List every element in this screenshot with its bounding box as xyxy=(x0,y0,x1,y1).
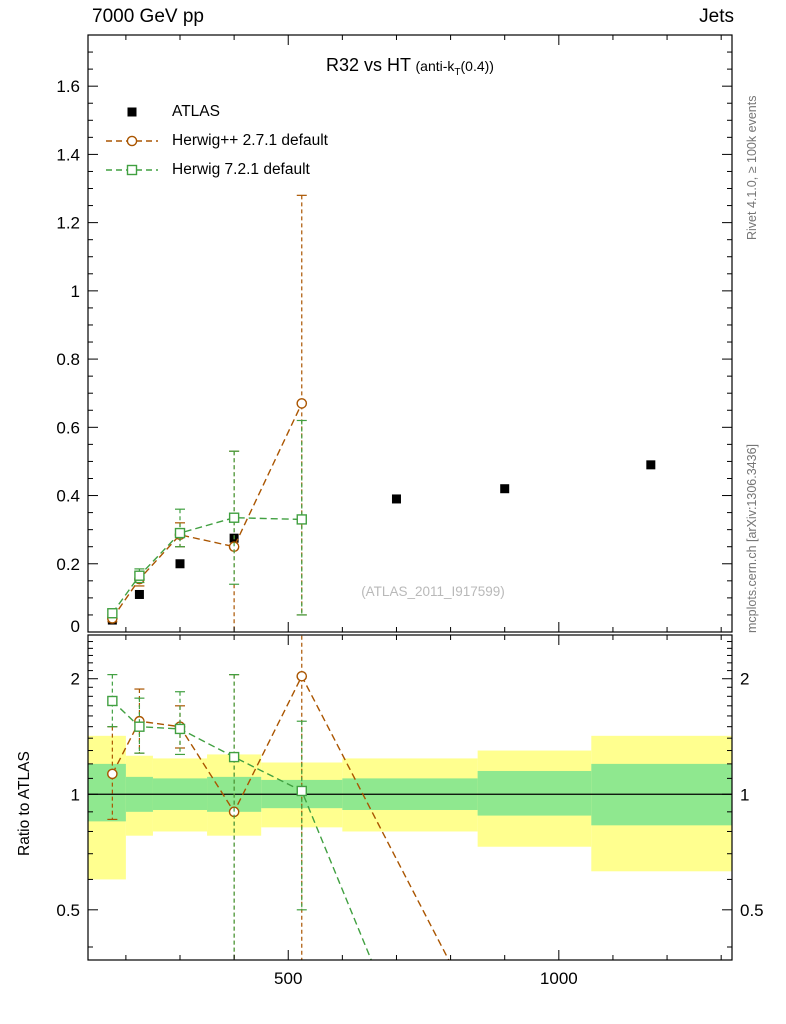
marker-square-open xyxy=(228,512,240,523)
rivet-version-label: Rivet 4.1.0, ≥ 100k events xyxy=(745,95,759,240)
marker-circle-open xyxy=(296,398,308,409)
marker-square-open xyxy=(174,527,186,539)
ratio-y-tick-label-right: 1 xyxy=(740,785,749,804)
legend-marker-herwigpp-icon xyxy=(106,135,158,146)
marker-square-filled xyxy=(134,589,144,599)
series-line xyxy=(111,674,450,960)
marker-square-open xyxy=(107,608,118,619)
series-line xyxy=(111,700,373,960)
ratio-frame xyxy=(87,634,733,961)
marker-circle-open xyxy=(107,768,118,780)
series-herwig-7-2-1-default xyxy=(107,674,373,960)
main-frame xyxy=(87,34,733,633)
marker-square-filled xyxy=(500,484,510,494)
ratio-uncertainty-bands xyxy=(88,735,732,880)
legend-marker-atlas-icon xyxy=(127,107,137,116)
series-atlas xyxy=(107,460,656,625)
legend-label-herwig7: Herwig 7.2.1 default xyxy=(172,160,310,178)
main-y-tick-label: 1.2 xyxy=(56,214,80,233)
marker-square-open xyxy=(107,695,118,707)
ratio-y-tick-label: 1 xyxy=(71,785,80,804)
plot-title-main: R32 vs HT xyxy=(326,55,412,75)
legend-label-atlas: ATLAS xyxy=(172,102,220,120)
marker-square-open xyxy=(174,723,186,735)
ratio-y-tick-label-right: 2 xyxy=(740,670,749,689)
main-y-tick-label: 0.6 xyxy=(56,418,80,437)
mcplots-credit-label: mcplots.cern.ch [arXiv:1306.3436] xyxy=(745,444,759,633)
series-herwig-7-2-1-default xyxy=(107,419,307,619)
legend-item-herwigpp: Herwig++ 2.7.1 default xyxy=(104,126,328,155)
series-herwig-2-7-1-default xyxy=(107,194,308,632)
process-label: Jets xyxy=(699,6,734,27)
plot-title-detail: (anti-kT(0.4)) xyxy=(415,58,494,78)
plot-title-subscript: T xyxy=(454,66,461,78)
marker-square-filled xyxy=(175,559,185,569)
main-y-tick-label: 1.4 xyxy=(56,145,80,164)
marker-circle-open xyxy=(296,670,308,682)
main-y-tick-label: 1 xyxy=(71,282,80,301)
plot-title: R32 vs HT (anti-kT(0.4)) xyxy=(88,55,732,78)
x-tick-label: 1000 xyxy=(540,969,578,988)
main-y-tick-label: 0.2 xyxy=(56,555,80,574)
analysis-watermark: (ATLAS_2011_I917599) xyxy=(361,584,505,599)
main-y-tick-label: 0.4 xyxy=(56,487,80,506)
marker-square-open xyxy=(296,514,307,525)
main-y-tick-label: 0.8 xyxy=(56,350,80,369)
beam-energy-label: 7000 GeV pp xyxy=(92,6,204,27)
marker-square-open xyxy=(134,721,145,732)
plot-title-paren-pre: (anti-k xyxy=(415,58,455,74)
legend-marker-herwig7-icon xyxy=(106,164,158,175)
ratio-y-tick-label: 0.5 xyxy=(56,901,80,920)
marker-square-open xyxy=(296,785,307,797)
legend-item-herwig7: Herwig 7.2.1 default xyxy=(104,155,328,184)
legend: ATLAS Herwig++ 2.7.1 default Herwig 7.2.… xyxy=(104,97,328,184)
main-y-tick-label: 0 xyxy=(71,617,80,636)
main-y-tick-label: 1.6 xyxy=(56,77,80,96)
ratio-y-tick-label: 2 xyxy=(71,670,80,689)
marker-square-open xyxy=(134,570,145,581)
band-green xyxy=(477,770,592,816)
plot-title-paren-post: (0.4)) xyxy=(460,58,494,74)
marker-square-filled xyxy=(391,494,401,504)
ratio-axis-label: Ratio to ATLAS xyxy=(16,751,33,856)
marker-square-open xyxy=(228,751,240,763)
legend-item-atlas: ATLAS xyxy=(104,97,328,126)
legend-label-herwigpp: Herwig++ 2.7.1 default xyxy=(172,131,328,149)
marker-square-filled xyxy=(646,460,656,470)
x-tick-label: 500 xyxy=(274,969,302,988)
ratio-y-tick-label-right: 0.5 xyxy=(740,901,764,920)
band-green xyxy=(88,763,126,822)
